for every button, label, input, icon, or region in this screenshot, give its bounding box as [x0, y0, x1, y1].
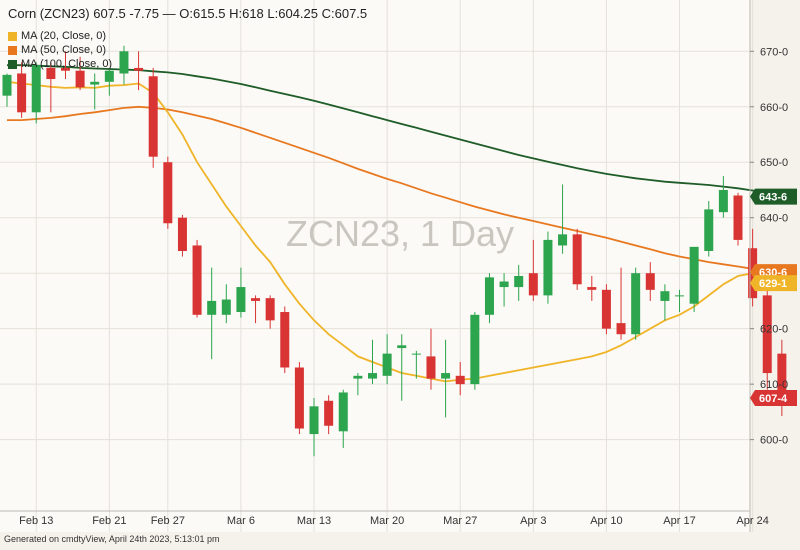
ma20-value-tag: 629-1 [759, 278, 787, 290]
candle-body[interactable] [236, 287, 246, 313]
y-tick-label: 650-0 [760, 157, 788, 169]
candle-body[interactable] [46, 67, 56, 80]
watermark: ZCN23, 1 Day [286, 213, 514, 254]
x-tick-label: Mar 6 [227, 515, 255, 527]
y-tick-label: 600-0 [760, 435, 788, 447]
candle-body[interactable] [148, 76, 158, 157]
candle-body[interactable] [280, 312, 290, 368]
x-axis: Feb 13 Feb 21 Feb 27 Mar 6 Mar 13 Mar 20 Mar 2… [0, 510, 769, 527]
candle-body[interactable] [660, 291, 670, 301]
y-tick-label: 640-0 [760, 213, 788, 225]
candle-body[interactable] [631, 273, 641, 335]
candle-body[interactable] [368, 373, 377, 379]
candle-body[interactable] [675, 295, 685, 297]
y-tick-label: 610-0 [760, 379, 788, 391]
candle-body[interactable] [499, 281, 509, 288]
candle-body[interactable] [528, 273, 538, 296]
candle-body[interactable] [294, 367, 304, 429]
candle-body[interactable] [31, 65, 41, 113]
legend-swatch-ma50 [8, 45, 17, 55]
candle-body[interactable] [60, 67, 70, 71]
candle-body[interactable] [426, 356, 436, 379]
ma-line-1 [7, 105, 782, 273]
footer-note: Generated on cmdtyView, April 24th 2023,… [4, 534, 220, 544]
candle-body[interactable] [777, 353, 787, 399]
candle-body[interactable] [207, 300, 217, 315]
candle-body[interactable] [324, 400, 334, 426]
candle-body[interactable] [75, 70, 85, 88]
plot-area [0, 0, 750, 532]
legend-item-ma100[interactable]: MA (100, Close, 0) [8, 57, 112, 71]
candle-body[interactable] [411, 353, 421, 355]
ma100-value-tag: 643-6 [759, 192, 787, 204]
x-tick-label: Feb 13 [19, 515, 53, 527]
candle-body[interactable] [382, 353, 392, 376]
candle-body[interactable] [338, 392, 348, 432]
legend-swatch-ma20 [8, 31, 17, 41]
legend-item-ma20[interactable]: MA (20, Close, 0) [8, 29, 112, 43]
candle-body[interactable] [119, 51, 129, 74]
candle-body[interactable] [587, 287, 597, 290]
x-tick-label: Mar 27 [443, 515, 477, 527]
x-tick-label: Feb 21 [92, 515, 126, 527]
legend-label-ma20: MA (20, Close, 0) [21, 30, 106, 42]
candle-body[interactable] [455, 375, 465, 385]
legend-item-ma50[interactable]: MA (50, Close, 0) [8, 43, 112, 57]
ma100-value-tag-box [750, 188, 797, 205]
last-price-tag: 607-4 [759, 393, 788, 405]
candle-body[interactable] [163, 162, 173, 224]
candle-body[interactable] [192, 245, 202, 315]
candle-body[interactable] [601, 289, 611, 329]
candle-body[interactable] [441, 373, 451, 379]
candle-body[interactable] [17, 73, 27, 113]
candle-body[interactable] [397, 345, 407, 349]
candles [2, 45, 787, 457]
x-tick-label: Feb 27 [151, 515, 185, 527]
candle-body[interactable] [572, 234, 582, 285]
legend-label-ma50: MA (50, Close, 0) [21, 44, 106, 56]
x-tick-label: Apr 3 [520, 515, 546, 527]
chart-header: Corn (ZCN23) 607.5 -7.75 — O:615.5 H:618… [8, 6, 368, 21]
candle-body[interactable] [221, 299, 231, 315]
x-tick-label: Mar 13 [297, 515, 331, 527]
candle-body[interactable] [309, 406, 319, 435]
candle-body[interactable] [733, 195, 743, 240]
candle-body[interactable] [470, 314, 480, 385]
candle-body[interactable] [484, 277, 494, 315]
x-tick-label: Mar 20 [370, 515, 404, 527]
candle-body[interactable] [265, 298, 275, 321]
x-tick-label: Apr 17 [663, 515, 695, 527]
candle-body[interactable] [762, 295, 772, 374]
candle-body[interactable] [251, 298, 261, 301]
x-tick-label: Apr 24 [736, 515, 768, 527]
y-tick-label: 620-0 [760, 324, 788, 336]
candle-body[interactable] [558, 234, 568, 246]
candle-body[interactable] [177, 217, 187, 251]
ma-line-0 [6, 80, 783, 383]
candle-body[interactable] [134, 67, 144, 71]
candle-body[interactable] [704, 209, 714, 251]
candle-body[interactable] [2, 74, 12, 96]
x-tick-label: Apr 10 [590, 515, 622, 527]
legend-label-ma100: MA (100, Close, 0) [21, 58, 113, 70]
candle-body[interactable] [514, 275, 524, 288]
candle-body[interactable] [90, 81, 100, 85]
candle-body[interactable] [689, 246, 699, 304]
candle-body[interactable] [616, 323, 626, 335]
legend: MA (20, Close, 0) MA (50, Close, 0) MA (… [8, 29, 112, 71]
candle-body[interactable] [104, 70, 114, 82]
candle-body[interactable] [353, 375, 363, 379]
y-tick-label: 670-0 [760, 46, 788, 58]
y-tick-label: 660-0 [760, 102, 788, 114]
ma20-value-tag-box [750, 275, 797, 292]
candle-body[interactable] [543, 239, 553, 296]
candle-body[interactable] [718, 189, 728, 213]
legend-swatch-ma100 [8, 59, 17, 69]
last-price-tag-box [750, 390, 797, 407]
candle-body[interactable] [645, 273, 655, 290]
